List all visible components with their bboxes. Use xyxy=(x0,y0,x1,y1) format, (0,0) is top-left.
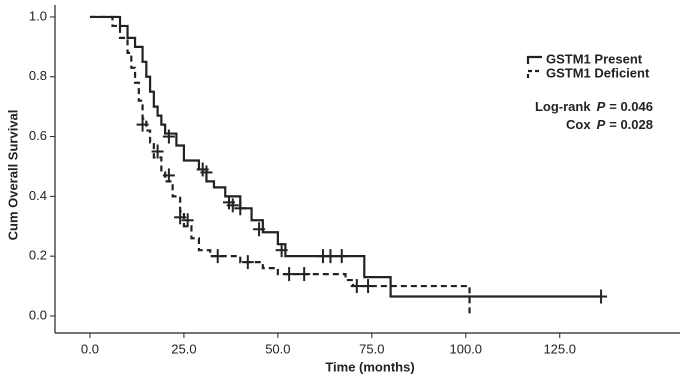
annotation-suffix: = 0.028 xyxy=(609,117,653,132)
legend-label: GSTM1 Deficient xyxy=(546,65,650,80)
annotation: Log-rank P = 0.046 xyxy=(535,99,653,114)
annotation-prefix: Log-rank xyxy=(535,99,591,114)
annotation-italic: P xyxy=(597,117,606,132)
y-tick-label: 0.8 xyxy=(29,68,47,83)
y-tick-label: 0.0 xyxy=(29,307,47,322)
annotation-italic: P xyxy=(597,99,606,114)
y-tick-label: 0.2 xyxy=(29,248,47,263)
censor-mark xyxy=(174,210,187,225)
x-tick-label: 0.0 xyxy=(81,341,99,356)
x-tick-label: 100.0 xyxy=(450,341,483,356)
censor-mark xyxy=(595,289,608,304)
censor-mark xyxy=(253,222,266,237)
censor-mark xyxy=(241,255,254,270)
censor-mark xyxy=(335,249,348,264)
annotation-prefix: Cox xyxy=(566,117,591,132)
legend-label: GSTM1 Present xyxy=(546,51,643,66)
censor-mark xyxy=(350,279,363,294)
x-axis-title: Time (months) xyxy=(325,359,414,374)
censor-mark xyxy=(162,129,175,144)
censor-mark xyxy=(283,267,296,282)
censor-mark xyxy=(181,213,194,228)
survival-curve xyxy=(89,15,471,316)
censor-mark xyxy=(151,144,164,159)
censor-mark xyxy=(226,198,239,213)
censor-mark xyxy=(298,267,311,282)
censor-mark xyxy=(324,249,337,264)
x-tick-label: 75.0 xyxy=(359,341,384,356)
x-tick-label: 50.0 xyxy=(265,341,290,356)
legend-swatch xyxy=(526,55,542,64)
y-tick-label: 0.6 xyxy=(29,128,47,143)
censor-mark xyxy=(234,201,247,216)
x-tick-label: 125.0 xyxy=(543,341,576,356)
censor-mark xyxy=(200,165,213,180)
censor-mark xyxy=(136,117,149,132)
annotation-suffix: = 0.046 xyxy=(609,99,653,114)
censor-mark xyxy=(162,168,175,183)
censor-mark xyxy=(211,249,224,264)
censor-mark xyxy=(362,279,375,294)
survival-curve xyxy=(89,15,602,298)
y-axis-title: Cum Overall Survival xyxy=(5,110,20,241)
y-tick-label: 0.4 xyxy=(29,188,47,203)
censor-mark xyxy=(275,243,288,258)
annotation: Cox P = 0.028 xyxy=(566,117,653,132)
legend-swatch xyxy=(526,69,542,78)
y-tick-label: 1.0 xyxy=(29,8,47,23)
x-tick-label: 25.0 xyxy=(171,341,196,356)
